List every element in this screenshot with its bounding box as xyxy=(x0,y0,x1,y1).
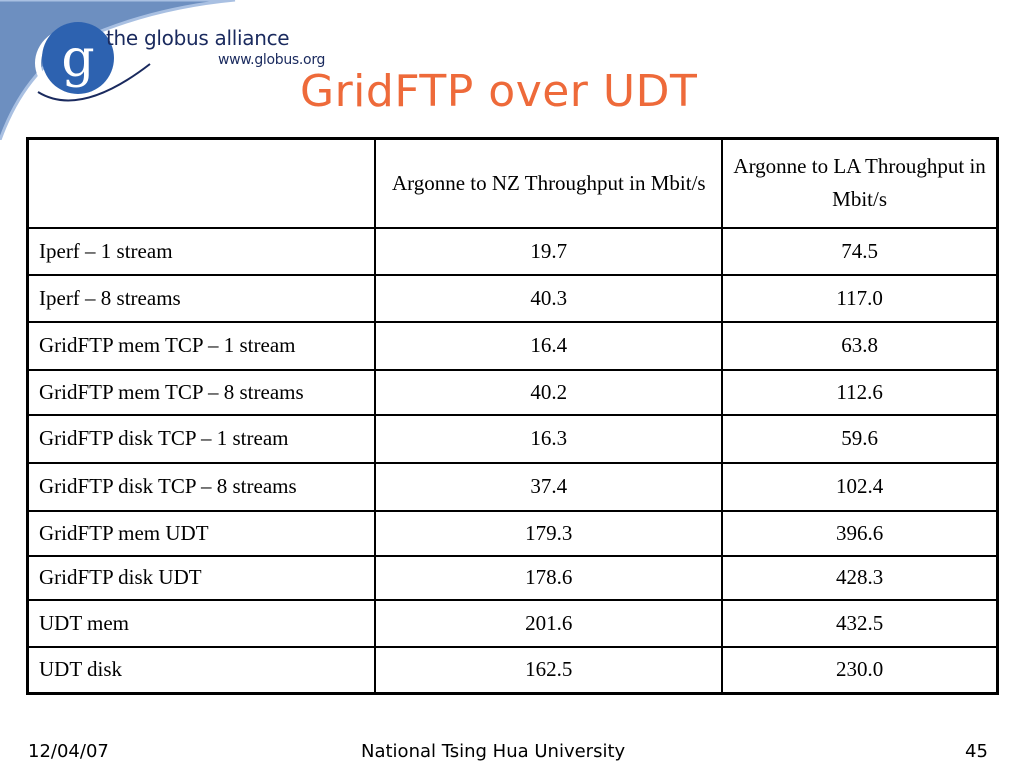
la-value: 432.5 xyxy=(721,598,999,648)
la-value: 230.0 xyxy=(721,645,999,695)
table-row: Iperf – 8 streams 40.3 117.0 xyxy=(26,273,999,323)
table-row: UDT disk 162.5 230.0 xyxy=(26,645,999,695)
row-label: UDT mem xyxy=(26,598,377,648)
slide-title: GridFTP over UDT xyxy=(300,66,698,117)
la-value: 112.6 xyxy=(721,368,999,416)
la-value: 428.3 xyxy=(721,554,999,601)
header-cell-la: Argonne to LA Throughput in Mbit/s xyxy=(721,137,999,229)
table-row: GridFTP mem UDT 179.3 396.6 xyxy=(26,509,999,557)
row-label: GridFTP mem TCP – 8 streams xyxy=(26,368,377,416)
globus-logo-icon: g xyxy=(35,22,151,102)
la-value: 117.0 xyxy=(721,273,999,323)
logo-url: www.globus.org xyxy=(218,52,326,68)
logo-name: the globus alliance xyxy=(106,26,290,50)
table-row: Iperf – 1 stream 19.7 74.5 xyxy=(26,226,999,276)
footer-page-number: 45 xyxy=(965,741,988,762)
nz-value: 40.3 xyxy=(374,273,724,323)
nz-value: 19.7 xyxy=(374,226,724,276)
row-label: Iperf – 8 streams xyxy=(26,273,377,323)
table-row: GridFTP disk TCP – 1 stream 16.3 59.6 xyxy=(26,413,999,464)
row-label: UDT disk xyxy=(26,645,377,695)
header-cell-empty xyxy=(26,137,377,229)
row-label: GridFTP mem TCP – 1 stream xyxy=(26,320,377,371)
la-value: 74.5 xyxy=(721,226,999,276)
logo-mark-text: g xyxy=(61,29,94,89)
la-value: 396.6 xyxy=(721,509,999,557)
table-row: GridFTP disk TCP – 8 streams 37.4 102.4 xyxy=(26,461,999,512)
la-value: 63.8 xyxy=(721,320,999,371)
row-label: GridFTP disk TCP – 1 stream xyxy=(26,413,377,464)
nz-value: 16.3 xyxy=(374,413,724,464)
row-label: GridFTP disk TCP – 8 streams xyxy=(26,461,377,512)
la-value: 59.6 xyxy=(721,413,999,464)
la-value: 102.4 xyxy=(721,461,999,512)
nz-value: 37.4 xyxy=(374,461,724,512)
nz-value: 16.4 xyxy=(374,320,724,371)
footer-date: 12/04/07 xyxy=(28,741,109,762)
corner-swoosh-graphic: g xyxy=(0,0,236,140)
table-row: GridFTP mem TCP – 1 stream 16.4 63.8 xyxy=(26,320,999,371)
nz-value: 179.3 xyxy=(374,509,724,557)
table-header-row: Argonne to NZ Throughput in Mbit/s Argon… xyxy=(26,137,999,229)
table-row: GridFTP mem TCP – 8 streams 40.2 112.6 xyxy=(26,368,999,416)
row-label: GridFTP mem UDT xyxy=(26,509,377,557)
nz-value: 201.6 xyxy=(374,598,724,648)
table-row: UDT mem 201.6 432.5 xyxy=(26,598,999,648)
nz-value: 162.5 xyxy=(374,645,724,695)
footer-organization: National Tsing Hua University xyxy=(361,741,626,762)
row-label: GridFTP disk UDT xyxy=(26,554,377,601)
nz-value: 178.6 xyxy=(374,554,724,601)
table-row: GridFTP disk UDT 178.6 428.3 xyxy=(26,554,999,601)
row-label: Iperf – 1 stream xyxy=(26,226,377,276)
throughput-table: Argonne to NZ Throughput in Mbit/s Argon… xyxy=(26,137,999,695)
header-cell-nz: Argonne to NZ Throughput in Mbit/s xyxy=(374,137,724,229)
nz-value: 40.2 xyxy=(374,368,724,416)
